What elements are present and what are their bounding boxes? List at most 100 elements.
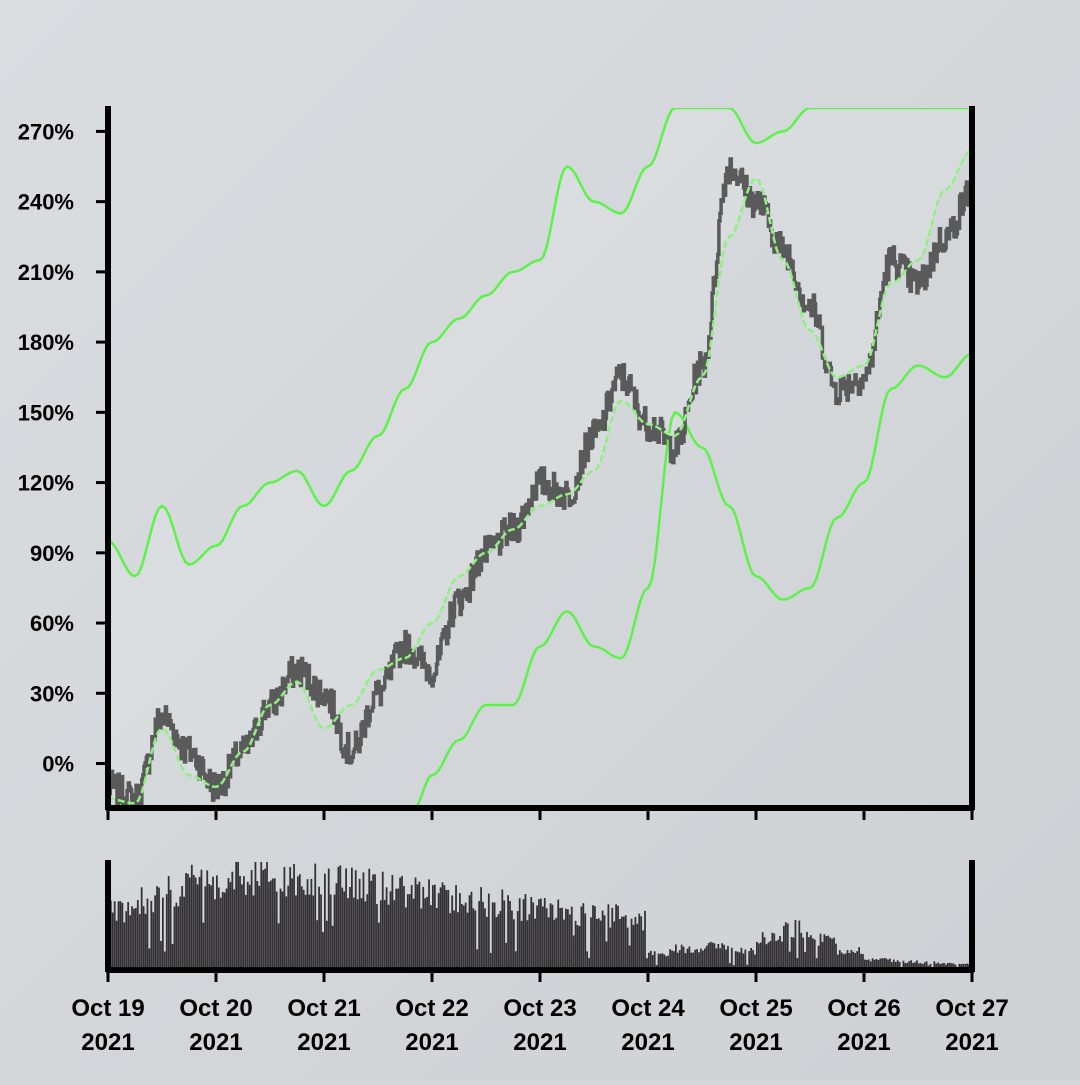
- y-tick-label: 30%: [30, 681, 74, 706]
- x-tick-label-date: Oct 19: [71, 995, 144, 1022]
- volume-bar: [246, 881, 249, 970]
- volume-bar: [410, 885, 413, 970]
- volume-bar: [337, 866, 340, 970]
- volume-bar: [291, 878, 293, 970]
- volume-bar: [453, 910, 455, 970]
- volume-bar: [966, 963, 968, 970]
- volume-bar: [324, 873, 326, 970]
- band-middle-line: [108, 148, 972, 805]
- volume-bars: [108, 862, 972, 970]
- volume-bar: [430, 905, 432, 970]
- volume-bar: [273, 878, 276, 970]
- volume-bar: [939, 963, 941, 970]
- price-panel: 0% 30% 60% 90% 120% 150% 180% 210% 240% 270%: [18, 106, 975, 811]
- volume-bar: [503, 900, 506, 970]
- volume-bar: [520, 920, 523, 970]
- volume-bar: [811, 938, 814, 970]
- volume-bar: [534, 918, 536, 970]
- volume-bar: [769, 941, 772, 970]
- volume-bar: [740, 947, 743, 970]
- volume-bar: [466, 912, 469, 970]
- volume-bar: [817, 945, 820, 970]
- volume-bar: [767, 942, 770, 970]
- volume-bar: [698, 952, 700, 970]
- volume-bar: [912, 963, 914, 970]
- volume-bar: [391, 875, 394, 970]
- volume-bar: [285, 896, 288, 970]
- volume-bar: [950, 963, 953, 970]
- volume-bar: [528, 914, 531, 970]
- volume-bar: [204, 886, 207, 970]
- volume-bar: [644, 910, 646, 970]
- volume-bar: [800, 932, 803, 970]
- volume-bar: [316, 920, 319, 970]
- volume-bar: [632, 924, 635, 970]
- volume-bar: [152, 912, 155, 970]
- volume-bar: [187, 873, 189, 970]
- volume-bar: [277, 923, 280, 970]
- volume-bar: [902, 960, 905, 970]
- volume-bar: [435, 908, 438, 970]
- volume-bar: [383, 899, 386, 970]
- y-tick-label: 0%: [42, 752, 74, 777]
- y-tick-label: 240%: [18, 190, 74, 215]
- volume-bar: [711, 942, 714, 970]
- volume-bar: [783, 925, 785, 970]
- volume-bar: [381, 871, 384, 970]
- volume-bar: [331, 925, 334, 970]
- volume-bar: [605, 941, 608, 970]
- volume-bar: [572, 935, 575, 970]
- volume-bar: [233, 889, 236, 970]
- band-upper-line: [108, 108, 972, 578]
- volume-bar: [364, 901, 367, 970]
- volume-bar: [462, 905, 465, 970]
- y-tick-label: 270%: [18, 119, 74, 144]
- volume-bar: [135, 908, 137, 970]
- volume-panel: [105, 860, 975, 973]
- volume-bar: [486, 916, 488, 970]
- volume-bar: [877, 960, 880, 970]
- volume-bar: [150, 900, 153, 970]
- volume-bar: [630, 918, 633, 970]
- volume-bar: [312, 895, 315, 970]
- volume-bar: [167, 876, 170, 970]
- volume-bar: [607, 904, 610, 970]
- volume-bar: [576, 925, 579, 970]
- volume-bar: [455, 885, 457, 970]
- volume-bar: [642, 930, 644, 970]
- volume-bar: [221, 891, 224, 970]
- volume-bar: [707, 943, 710, 970]
- volume-bar: [538, 899, 540, 970]
- volume-bar: [638, 913, 641, 970]
- volume-bar: [761, 932, 764, 970]
- volume-bar: [599, 920, 602, 970]
- volume-bar: [873, 959, 876, 970]
- volume-bar: [601, 910, 604, 970]
- volume-bar: [744, 949, 747, 970]
- volume-bar: [478, 901, 481, 970]
- volume-bar: [468, 895, 471, 970]
- volume-bar: [192, 875, 195, 970]
- volume-bar: [757, 943, 760, 970]
- volume-bar: [937, 962, 940, 970]
- volume-bar: [615, 904, 617, 970]
- volume-bar: [522, 899, 525, 970]
- volume-bar: [727, 945, 729, 970]
- volume-bar: [451, 895, 454, 970]
- volume-bar: [306, 879, 309, 970]
- volume-bar: [754, 954, 756, 970]
- x-axis: Oct 19 2021 Oct 20 2021 Oct 21 2021 Oct 22 2021…: [71, 808, 1009, 1056]
- volume-bar: [590, 917, 592, 970]
- volume-bar: [198, 876, 201, 970]
- volume-bar: [925, 961, 928, 970]
- volume-bar: [852, 951, 855, 970]
- x-tick-label-date: Oct 22: [395, 995, 468, 1022]
- volume-bar: [497, 914, 500, 970]
- volume-bar: [775, 941, 778, 970]
- volume-bar: [738, 952, 741, 970]
- volume-bar: [181, 886, 184, 970]
- volume-bar: [385, 887, 388, 970]
- volume-bar: [200, 869, 203, 970]
- x-tick-label-date: Oct 24: [611, 995, 685, 1022]
- volume-bar: [530, 897, 533, 970]
